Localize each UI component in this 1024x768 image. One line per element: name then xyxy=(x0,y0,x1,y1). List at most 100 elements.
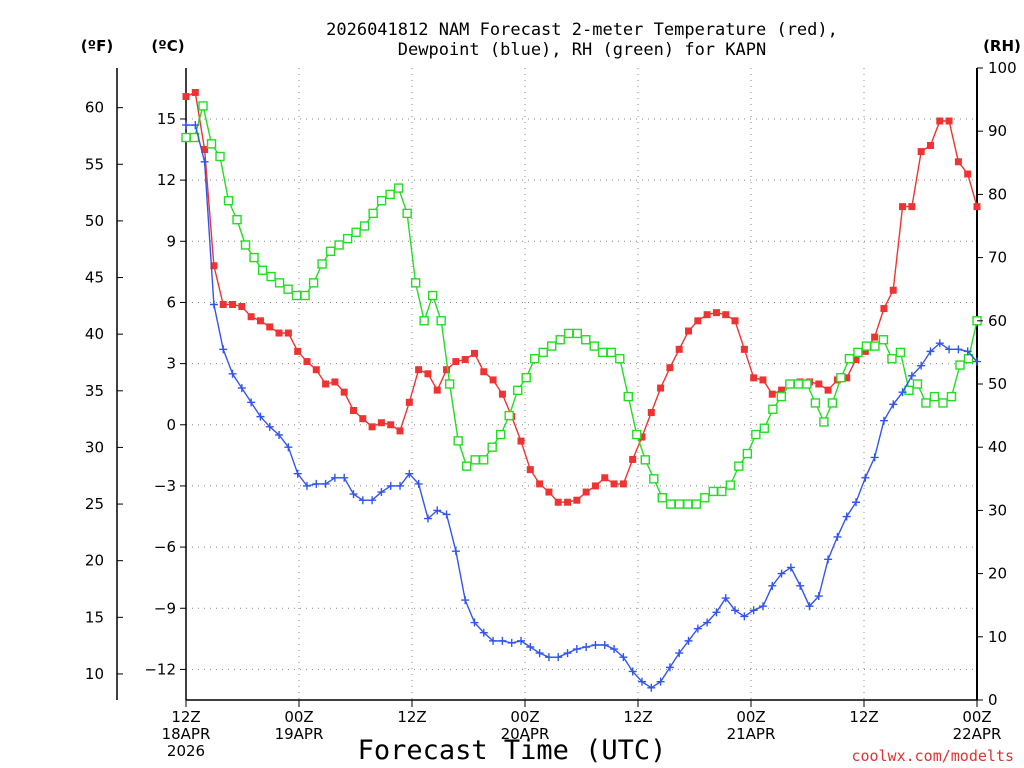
x-tick-label: 00Z xyxy=(284,708,313,726)
dewpoint-point xyxy=(405,469,414,478)
rh-point xyxy=(742,448,753,459)
dewpoint-point xyxy=(247,398,256,407)
temperature-point xyxy=(712,309,720,317)
rh-point xyxy=(487,442,497,452)
rh-point xyxy=(870,341,880,351)
dewpoint-point xyxy=(758,602,767,611)
plot-frame xyxy=(116,68,978,701)
celsius-tick-label: 0 xyxy=(166,416,176,434)
series-temperature xyxy=(182,88,981,506)
temperature-point xyxy=(526,466,534,474)
rh-point xyxy=(751,429,761,440)
rh-point xyxy=(266,271,276,282)
fahrenheit-tick-label: 50 xyxy=(85,212,104,230)
rh-point xyxy=(598,347,608,358)
temperature-point xyxy=(331,378,339,386)
rh-point xyxy=(223,196,234,206)
dewpoint-point xyxy=(433,506,442,515)
temperature-point xyxy=(312,366,320,374)
dewpoint-point xyxy=(489,636,498,645)
rh-point xyxy=(938,398,948,408)
rh-point xyxy=(376,196,387,206)
fahrenheit-tick-label: 45 xyxy=(85,269,104,287)
temperature-point xyxy=(694,317,702,325)
dewpoint-line xyxy=(186,124,978,689)
x-tick-label: 00Z xyxy=(736,708,765,726)
rh-tick-label: 0 xyxy=(988,691,998,709)
rh-point xyxy=(555,335,565,345)
rh-point xyxy=(581,335,591,345)
rh-point xyxy=(240,240,251,250)
celsius-tick-label: 6 xyxy=(166,293,176,311)
rh-point xyxy=(359,221,370,231)
dewpoint-point xyxy=(712,608,721,617)
temperature-point xyxy=(210,262,218,270)
temperature-point xyxy=(740,345,748,353)
rh-tick-label: 100 xyxy=(988,59,1017,77)
dewpoint-point xyxy=(368,496,377,505)
dewpoint-point xyxy=(256,412,265,421)
temperature-point xyxy=(219,300,227,308)
temperature-point xyxy=(545,488,553,496)
rh-point xyxy=(717,486,727,497)
dewpoint-point xyxy=(935,339,944,348)
temperature-point xyxy=(536,480,544,488)
dewpoint-point xyxy=(637,677,646,686)
dewpoint-point xyxy=(665,663,674,672)
rh-point xyxy=(521,372,531,383)
temperature-point xyxy=(266,323,274,331)
x-tick-label: 22APR xyxy=(953,725,1002,743)
dewpoint-point xyxy=(954,345,963,354)
dewpoint-point xyxy=(926,347,935,356)
temperature-point xyxy=(675,345,683,353)
temperature-point xyxy=(926,141,934,149)
dewpoint-point xyxy=(824,555,833,564)
rh-point xyxy=(402,208,412,219)
rh-point xyxy=(232,214,242,225)
rh-point xyxy=(291,290,302,301)
rh-point xyxy=(198,101,208,111)
rh-point xyxy=(427,290,438,301)
dewpoint-point xyxy=(461,596,470,605)
dewpoint-point xyxy=(740,612,749,621)
rh-point xyxy=(444,379,455,389)
rh-point xyxy=(853,347,863,358)
dewpoint-point xyxy=(721,594,730,603)
fahrenheit-unit-label: (ºF) xyxy=(81,37,113,55)
rh-point xyxy=(385,189,395,200)
temperature-point xyxy=(824,386,832,394)
temperature-point xyxy=(470,349,478,357)
rh-tick-label: 40 xyxy=(988,438,1007,456)
dewpoint-point xyxy=(358,496,367,505)
rh-tick-label: 60 xyxy=(988,312,1007,330)
rh-unit-label: (RH) xyxy=(983,37,1021,55)
celsius-tick-label: −12 xyxy=(144,660,176,678)
temperature-point xyxy=(582,488,590,496)
dewpoint-point xyxy=(479,628,488,637)
temperature-point xyxy=(722,311,730,319)
rh-point xyxy=(700,493,710,503)
rh-point xyxy=(691,499,702,509)
rh-point xyxy=(317,259,327,269)
temperature-point xyxy=(368,423,376,431)
dewpoint-point xyxy=(563,649,572,658)
rh-tick-label: 80 xyxy=(988,185,1007,203)
dewpoint-point xyxy=(805,602,814,611)
temperature-point xyxy=(517,437,525,445)
temperature-point xyxy=(936,117,944,125)
rh-tick-label: 90 xyxy=(988,122,1007,140)
temperature-point xyxy=(461,356,469,364)
temperature-point xyxy=(629,455,637,463)
rh-point xyxy=(623,391,633,402)
rh-point xyxy=(419,316,429,326)
dewpoint-point xyxy=(312,479,321,488)
temperature-point xyxy=(238,303,246,311)
rh-point xyxy=(215,151,225,162)
rh-point xyxy=(436,316,446,326)
temperature-point xyxy=(750,374,758,382)
rh-point xyxy=(844,354,855,364)
dewpoint-point xyxy=(675,649,684,658)
temperature-point xyxy=(359,415,367,423)
temperature-point xyxy=(322,380,330,388)
rh-point xyxy=(759,423,770,433)
